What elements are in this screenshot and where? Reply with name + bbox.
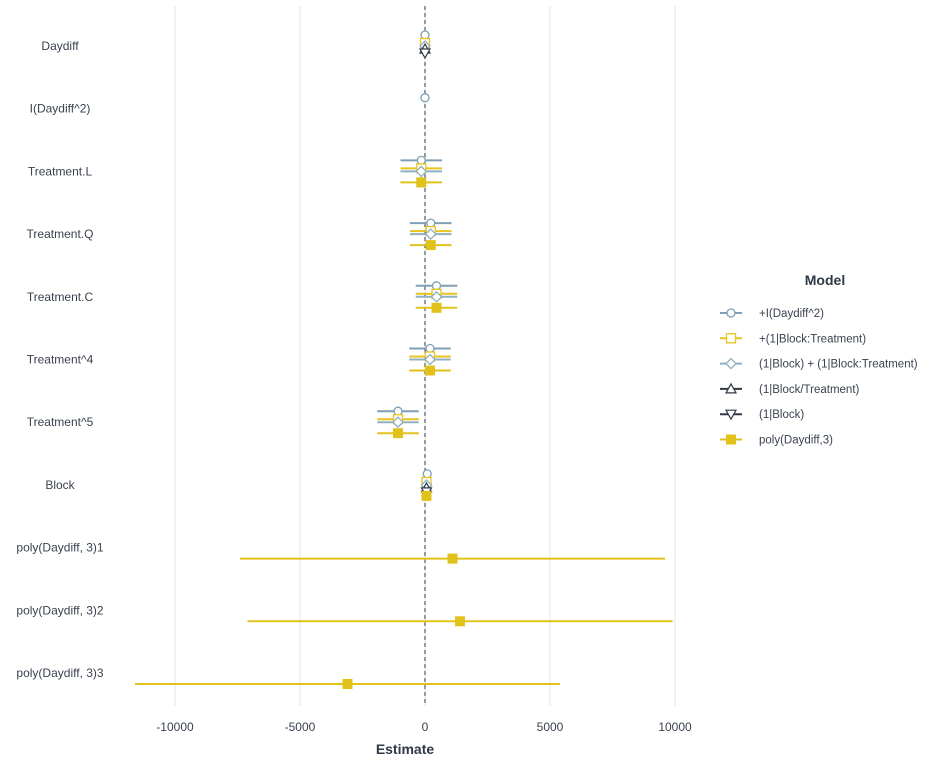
point-marker <box>415 165 428 178</box>
y-term-label: Daydiff <box>41 39 79 53</box>
x-tick-label: 10000 <box>658 720 692 734</box>
legend-key-marker <box>724 382 738 394</box>
point-marker <box>431 281 442 291</box>
point-marker <box>447 553 458 564</box>
point-marker <box>426 218 436 228</box>
x-tick-label: 5000 <box>537 720 564 734</box>
y-term-label: Treatment.C <box>27 290 94 304</box>
legend-label: poly(Daydiff,3) <box>759 435 833 447</box>
point-marker <box>393 406 403 416</box>
point-marker <box>418 48 432 60</box>
y-term-label: poly(Daydiff, 3)1 <box>16 541 103 555</box>
y-term-label: Block <box>45 478 75 492</box>
point-marker <box>420 30 430 40</box>
x-axis-tick-labels: -10000 -5000 0 5000 10000 <box>156 720 692 734</box>
series-2 <box>377 40 458 491</box>
legend-item: +(1|Block:Treatment) <box>720 333 866 345</box>
legend-label: +I(Daydiff^2) <box>759 308 824 320</box>
y-term-label: I(Daydiff^2) <box>30 102 91 116</box>
y-term-label: poly(Daydiff, 3)3 <box>16 666 103 680</box>
series-1 <box>377 37 458 488</box>
y-term-label: Treatment^4 <box>27 353 94 367</box>
legend-item: (1|Block/Treatment) <box>720 382 860 396</box>
legend-label: (1|Block) <box>759 409 804 421</box>
legend: Model +I(Daydiff^2) +(1|Block:Treatment) (… <box>720 272 918 447</box>
x-tick-label: -5000 <box>285 720 316 734</box>
series-0 <box>377 30 458 479</box>
point-marker <box>393 428 403 439</box>
y-axis-term-labels: Daydiff I(Daydiff^2) Treatment.L Treatment.… <box>16 39 103 680</box>
point-marker <box>342 679 353 689</box>
point-marker <box>424 228 437 241</box>
plot-marks <box>135 30 673 689</box>
point-marker <box>421 490 432 501</box>
legend-title: Model <box>805 272 845 288</box>
y-term-label: Treatment^5 <box>27 415 94 429</box>
point-marker <box>425 365 435 376</box>
x-tick-label: -10000 <box>156 720 194 734</box>
point-marker <box>422 469 432 479</box>
point-marker <box>420 93 430 103</box>
legend-item: poly(Daydiff,3) <box>720 434 833 447</box>
legend-key-marker <box>726 434 736 445</box>
point-marker <box>392 416 404 429</box>
point-marker <box>425 240 436 251</box>
legend-item: +I(Daydiff^2) <box>720 308 824 320</box>
series-4 <box>418 48 433 499</box>
y-term-label: Treatment.L <box>28 164 93 178</box>
x-tick-label: 0 <box>422 720 429 734</box>
x-axis-title: Estimate <box>376 741 435 757</box>
point-marker <box>416 155 426 166</box>
legend-label: (1|Block) + (1|Block:Treatment) <box>759 359 918 371</box>
legend-item: (1|Block) <box>720 409 804 421</box>
y-term-label: Treatment.Q <box>27 227 94 241</box>
legend-label: (1|Block/Treatment) <box>759 384 860 396</box>
legend-key-marker <box>725 357 737 370</box>
y-term-label: poly(Daydiff, 3)2 <box>16 603 103 617</box>
legend-key-marker <box>724 409 738 421</box>
series-3 <box>418 42 433 493</box>
point-marker <box>416 177 427 188</box>
legend-key-marker <box>726 308 736 318</box>
point-marker <box>425 343 435 354</box>
legend-key-marker <box>725 333 737 344</box>
point-marker <box>430 290 443 303</box>
series-5 <box>135 177 673 689</box>
legend-item: (1|Block) + (1|Block:Treatment) <box>720 357 918 371</box>
legend-label: +(1|Block:Treatment) <box>759 333 866 345</box>
point-marker <box>455 616 465 627</box>
point-marker <box>424 353 436 366</box>
point-marker <box>431 302 442 313</box>
